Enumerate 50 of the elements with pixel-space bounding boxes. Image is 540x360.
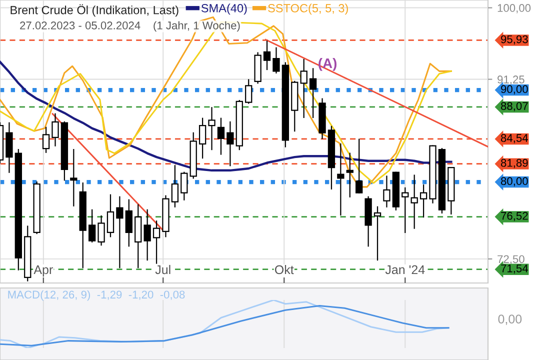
- ref-line-label: 88,07: [500, 102, 528, 112]
- text: 27.02.2023 - 05.02.2024 (1 Jahr, 1 Woche): [20, 21, 240, 32]
- text: 0,00: [498, 314, 522, 325]
- candlestick: [356, 138, 363, 194]
- candlestick: [52, 113, 59, 146]
- candlestick: [300, 58, 308, 118]
- candlestick: [226, 121, 234, 166]
- ref-line-label: 81,89: [500, 158, 528, 168]
- ref-line-label: 80,00: [500, 177, 528, 186]
- ref-line-label: 71,54: [501, 264, 528, 274]
- chart-title: Brent Crude Öl (Indikation, Last): [10, 4, 178, 17]
- x-tick-label: Apr: [34, 265, 53, 277]
- candlestick: [309, 68, 317, 118]
- candlestick: [198, 118, 206, 159]
- x-tick-label: Jan '24: [385, 265, 425, 274]
- candlestick: [180, 172, 188, 200]
- ref-line-label: 84,54: [500, 134, 528, 144]
- candlestick: [374, 206, 382, 261]
- candlestick: [42, 126, 50, 153]
- candlestick: [217, 118, 225, 155]
- y-tick-label: 91,25: [498, 76, 524, 85]
- candlestick: [402, 187, 409, 234]
- candlestick: [171, 165, 179, 208]
- y-tick-label: 72,50: [498, 255, 524, 264]
- candlestick: [208, 107, 216, 150]
- x-tick-label: Jul: [155, 264, 170, 274]
- candlestick: [88, 209, 96, 242]
- x-tick-label: Okt: [274, 264, 294, 274]
- candlestick: [98, 215, 105, 246]
- candlestick: [410, 174, 418, 229]
- candlestick: [263, 40, 271, 70]
- candlestick: [70, 148, 78, 206]
- candlestick: [125, 199, 132, 247]
- candlestick: [346, 152, 354, 198]
- legend-label: SMA(40): [201, 4, 247, 15]
- annotation: MACD(12, 26, 9) -1,29 -1,20 -0,08: [8, 290, 185, 301]
- candlestick: [272, 47, 280, 74]
- candlestick: [144, 209, 151, 261]
- ref-line-label: 90,00: [501, 85, 528, 94]
- y-tick-label: 100,00: [498, 4, 531, 14]
- ref-line-label: 76,52: [501, 212, 528, 222]
- ref-line-label: 95,93: [501, 35, 528, 45]
- candlestick: [420, 184, 428, 218]
- candlestick: [245, 79, 252, 104]
- legend-label: SSTOC(5, 5, 3): [268, 4, 348, 15]
- candlestick: [106, 194, 114, 238]
- annotation: (A): [318, 58, 336, 71]
- candlestick: [383, 176, 390, 208]
- candlestick: [116, 196, 124, 268]
- candlestick: [337, 143, 344, 216]
